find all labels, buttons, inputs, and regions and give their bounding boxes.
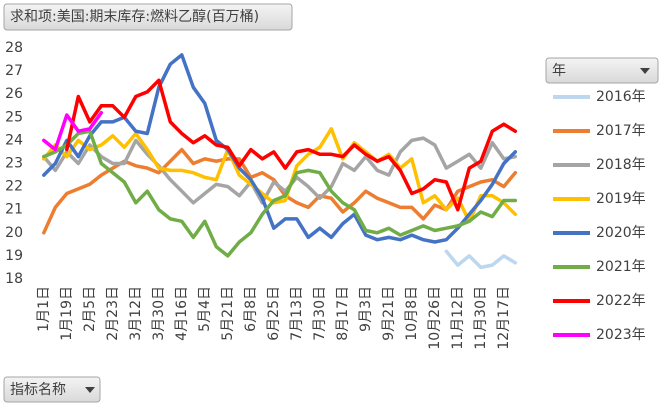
x-tick-label: 11月30日 bbox=[473, 286, 489, 350]
x-tick-label: 10月26日 bbox=[427, 286, 443, 350]
legend-label: 2020年 bbox=[596, 225, 646, 241]
x-tick-label: 7月13日 bbox=[289, 286, 305, 341]
x-tick-label: 11月12日 bbox=[450, 286, 466, 350]
legend-label: 2023年 bbox=[596, 327, 646, 343]
y-tick-label: 27 bbox=[5, 63, 23, 79]
x-tick-label: 6月25日 bbox=[266, 286, 282, 341]
x-tick-label: 2月23日 bbox=[105, 286, 121, 341]
legend-field-button[interactable] bbox=[545, 57, 659, 84]
dropdown-arrow bbox=[640, 68, 650, 74]
legend-label: 2016年 bbox=[596, 89, 646, 105]
dropdown-arrow bbox=[85, 387, 95, 393]
x-tick-label: 1月1日 bbox=[36, 286, 52, 332]
value-field-button[interactable] bbox=[3, 3, 293, 31]
x-tick-label: 7月30日 bbox=[312, 286, 328, 341]
legend-label: 2018年 bbox=[596, 157, 646, 173]
x-tick-label: 5月4日 bbox=[197, 286, 213, 332]
legend-label: 2022年 bbox=[596, 293, 646, 309]
x-tick-label: 3月30日 bbox=[151, 286, 167, 341]
y-tick-label: 24 bbox=[5, 132, 23, 148]
value-field-label: 求和项:美国:期末库存:燃料乙醇(百万桶) bbox=[10, 8, 259, 25]
x-tick-label: 12月17日 bbox=[496, 286, 512, 350]
x-tick-label: 3月12日 bbox=[128, 286, 144, 341]
x-tick-label: 9月21日 bbox=[381, 286, 397, 341]
y-tick-label: 19 bbox=[5, 248, 23, 264]
series-line bbox=[42, 53, 518, 244]
y-tick-label: 23 bbox=[5, 156, 23, 172]
axis-field-button[interactable] bbox=[3, 376, 101, 403]
y-tick-label: 18 bbox=[5, 271, 23, 287]
y-tick-label: 25 bbox=[5, 109, 23, 125]
y-tick-label: 22 bbox=[5, 179, 23, 195]
series-line bbox=[65, 78, 518, 212]
y-tick-label: 28 bbox=[5, 40, 23, 56]
series-line bbox=[42, 136, 518, 205]
legend-label: 2019年 bbox=[596, 191, 646, 207]
y-tick-label: 26 bbox=[5, 86, 23, 102]
legend-label: 2021年 bbox=[596, 259, 646, 275]
series-line bbox=[444, 249, 518, 270]
y-tick-label: 21 bbox=[5, 202, 23, 218]
x-tick-label: 2月5日 bbox=[82, 286, 98, 332]
y-tick-label: 20 bbox=[5, 225, 23, 241]
legend-title: 年 bbox=[552, 63, 566, 79]
x-tick-label: 10月8日 bbox=[404, 286, 420, 341]
series-line bbox=[42, 127, 518, 224]
legend-label: 2017年 bbox=[596, 123, 646, 139]
x-tick-label: 5月21日 bbox=[220, 286, 236, 341]
x-tick-label: 9月3日 bbox=[358, 286, 374, 332]
x-tick-label: 8月17日 bbox=[335, 286, 351, 341]
series-line bbox=[42, 110, 104, 152]
axis-field-label: 指标名称 bbox=[10, 382, 66, 398]
x-tick-label: 1月19日 bbox=[59, 286, 75, 341]
x-tick-label: 4月16日 bbox=[174, 286, 190, 341]
series-line bbox=[42, 129, 518, 258]
x-tick-label: 6月8日 bbox=[243, 286, 259, 332]
